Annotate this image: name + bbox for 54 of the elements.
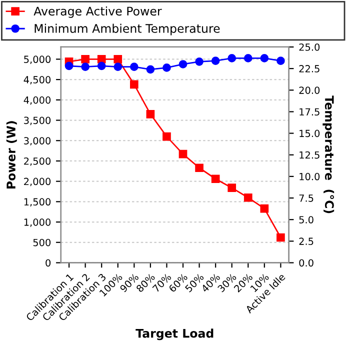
point — [146, 110, 155, 118]
y-tick-label: 3,500 — [24, 116, 51, 126]
point — [260, 204, 269, 213]
y-tick-label: 500 — [33, 238, 51, 246]
point — [97, 62, 106, 70]
point — [81, 55, 90, 64]
point — [114, 62, 122, 71]
point — [195, 164, 204, 172]
legend-label: Average Active Power — [34, 6, 162, 18]
y-tick-label: 2,500 — [24, 157, 51, 166]
point — [276, 233, 285, 242]
point — [162, 64, 171, 72]
point — [195, 57, 204, 66]
y2-tick-label: 12.5 — [300, 151, 320, 159]
y-tick-label: 5,000 — [24, 56, 51, 64]
point — [228, 54, 236, 62]
y2-tick-label: 15.0 — [300, 130, 320, 138]
y-tick-label: 1,500 — [24, 198, 51, 206]
point — [211, 56, 220, 65]
point — [178, 150, 188, 158]
y2-tick-label: 22.5 — [299, 65, 320, 72]
y2-tick-label: 2.5 — [299, 238, 314, 245]
y2-tick-label: 20.0 — [299, 86, 320, 94]
x-axis-title: Target Load — [136, 328, 214, 340]
point — [130, 62, 138, 71]
y-tick-label: 2,000 — [24, 178, 51, 186]
point — [178, 60, 188, 68]
y-axis-title: Power (W) — [6, 121, 17, 188]
y2-tick-label: 25.0 — [299, 43, 320, 51]
y-tick-label: 3,000 — [24, 137, 51, 146]
y2-tick-label: 7.5 — [299, 194, 314, 202]
point — [228, 184, 236, 192]
point — [244, 193, 252, 202]
point — [260, 54, 269, 62]
y2-tick-label: 5.0 — [299, 216, 314, 224]
legend-label: Minimum Ambient Temperature — [34, 24, 220, 36]
point — [64, 62, 74, 70]
y-tick-label: 4,500 — [24, 76, 51, 84]
point — [146, 65, 155, 74]
point — [276, 56, 285, 65]
point — [130, 80, 138, 89]
point — [162, 132, 171, 141]
point — [97, 55, 106, 64]
y2-tick-label: 17.5 — [300, 108, 320, 116]
y-tick-label: 1,000 — [24, 218, 51, 227]
point — [81, 62, 90, 71]
y2-axis-title: Temperature (°C) — [322, 96, 334, 214]
point — [114, 55, 122, 64]
point — [244, 54, 252, 62]
y2-tick-label: 0.0 — [299, 259, 314, 267]
y-tick-label: 4,000 — [24, 96, 51, 105]
y-tick-label: 0 — [46, 259, 51, 267]
point — [211, 174, 220, 184]
y2-tick-label: 10.0 — [300, 172, 320, 180]
